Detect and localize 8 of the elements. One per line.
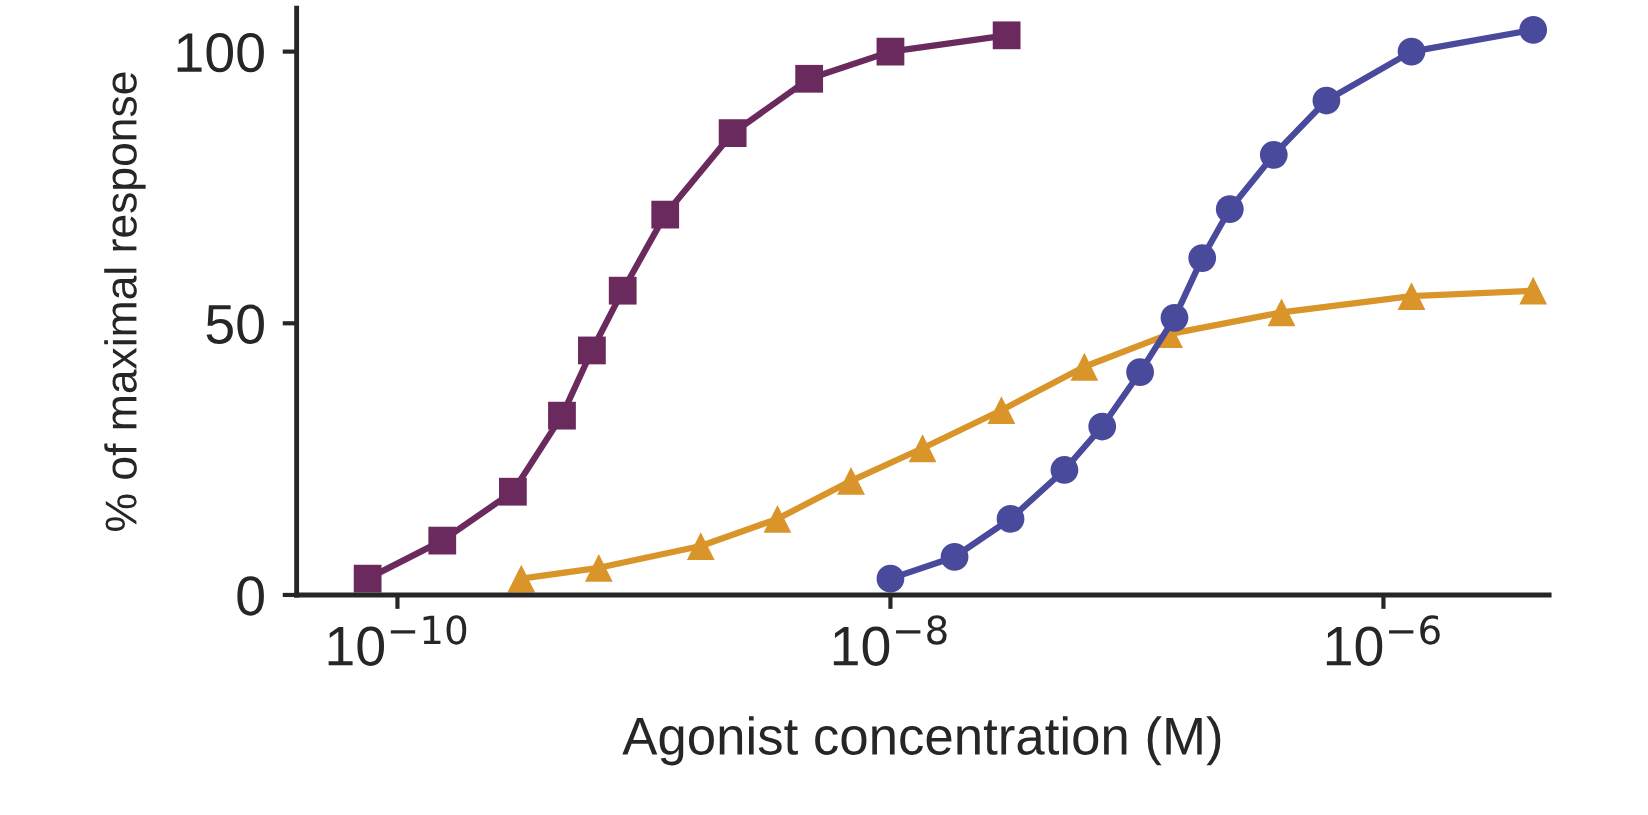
- x-axis-title: Agonist concentration (M): [622, 716, 1221, 766]
- y-tick-label: 50: [206, 304, 264, 344]
- x-tick-label: 10$^{−8}$: [833, 615, 947, 666]
- y-tick-label: 100: [177, 32, 264, 73]
- y-tick-label: 0: [237, 576, 264, 616]
- x-tick-label: 10$^{−10}$: [328, 615, 467, 666]
- y-axis-title: % of maximal response: [104, 72, 146, 531]
- x-tick-label: 10$^{−6}$: [1326, 615, 1440, 666]
